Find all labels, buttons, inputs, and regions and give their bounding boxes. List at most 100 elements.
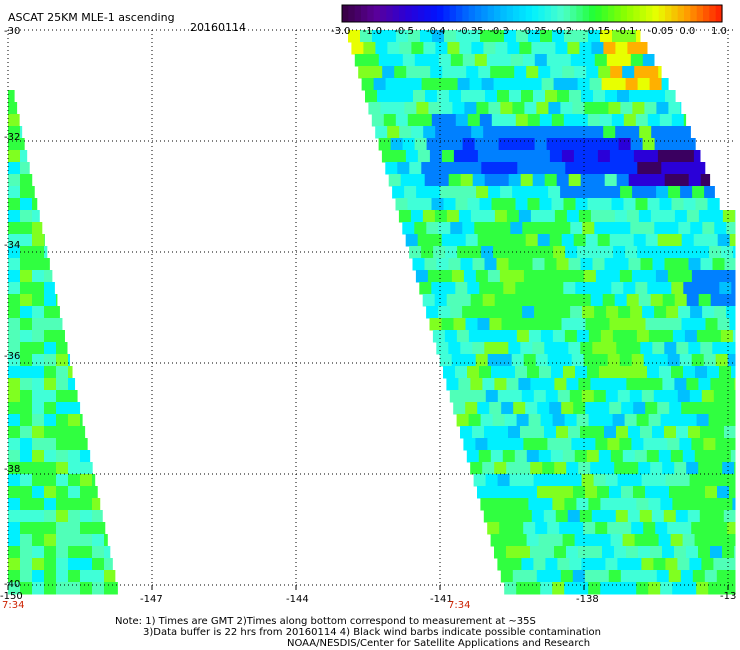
data-cell (722, 378, 735, 391)
data-cell (573, 150, 587, 163)
data-cell (68, 498, 81, 511)
data-cell (44, 426, 57, 439)
data-cell (583, 354, 597, 367)
data-cell (639, 126, 652, 139)
data-cell (406, 66, 419, 79)
data-cell (600, 30, 613, 43)
data-cell (474, 306, 487, 319)
data-cell (633, 150, 647, 163)
data-cell (561, 150, 575, 163)
data-cell (705, 234, 719, 247)
data-cell (453, 402, 466, 415)
data-cell (659, 282, 672, 295)
data-cell (734, 294, 736, 307)
data-cell (458, 378, 471, 391)
data-cell (474, 222, 487, 235)
data-cell (493, 78, 507, 91)
data-cell (654, 306, 667, 319)
data-cell (586, 534, 600, 547)
data-cell (439, 354, 453, 367)
data-cell (390, 54, 404, 67)
data-cell (551, 366, 564, 379)
data-cell (409, 162, 422, 175)
data-cell (8, 282, 21, 295)
data-cell (597, 318, 610, 331)
data-cell (601, 78, 615, 91)
data-cell (8, 486, 21, 499)
data-cell (569, 90, 582, 103)
data-cell (554, 210, 568, 223)
data-cell (68, 354, 71, 367)
data-cell (540, 582, 553, 595)
data-cell (375, 126, 388, 139)
data-cell (626, 210, 640, 223)
data-cell (670, 450, 684, 463)
data-cell (377, 90, 390, 103)
data-cell (508, 258, 521, 271)
data-cell (80, 522, 93, 535)
data-cell (433, 246, 446, 259)
chart-date: 20160114 (190, 21, 246, 34)
data-cell (587, 114, 601, 127)
data-cell (708, 498, 721, 511)
data-cell (683, 282, 696, 295)
data-cell (665, 558, 678, 571)
data-cell (482, 378, 495, 391)
data-cell (622, 450, 636, 463)
data-cell (655, 438, 668, 451)
data-cell (360, 30, 373, 43)
data-cell (549, 402, 562, 415)
data-cell (501, 486, 514, 499)
grid-lines (7, 29, 735, 590)
data-cell (667, 270, 681, 283)
data-cell (724, 426, 736, 439)
data-cell (8, 102, 18, 115)
data-cell (389, 90, 402, 103)
data-cell (534, 222, 547, 235)
data-cell (513, 150, 527, 163)
data-cell (80, 438, 88, 451)
data-cell (506, 378, 519, 391)
colorbar-label: 1.0 (711, 26, 727, 37)
data-cell (557, 390, 571, 403)
data-cell (479, 114, 493, 127)
data-cell (446, 210, 460, 223)
colorbar-label: -0.15 (584, 26, 611, 37)
data-cell (622, 66, 635, 79)
data-cell (489, 486, 502, 499)
data-cell (691, 354, 705, 367)
data-cell (434, 294, 448, 307)
data-cell (80, 498, 93, 511)
data-cell (44, 582, 57, 595)
data-cell (516, 582, 529, 595)
data-cell (483, 126, 496, 139)
data-cell (20, 414, 33, 427)
data-cell (358, 66, 371, 79)
data-cell (553, 78, 567, 91)
data-cell (455, 282, 468, 295)
data-cell (433, 78, 447, 91)
data-cell (585, 150, 599, 163)
data-cell (677, 558, 690, 571)
data-cell (651, 126, 664, 139)
data-cell (463, 270, 477, 283)
data-cell (413, 90, 426, 103)
data-cell (596, 570, 610, 583)
data-cell (570, 54, 584, 67)
data-cell (513, 318, 526, 331)
data-cell (664, 342, 677, 355)
data-cell (580, 342, 593, 355)
data-cell (654, 138, 668, 151)
data-cell (703, 522, 716, 535)
data-cell (20, 186, 33, 199)
data-cell (629, 90, 642, 103)
data-cell (597, 150, 611, 163)
data-cell (684, 582, 697, 595)
data-cell (593, 90, 606, 103)
data-cell (617, 558, 630, 571)
data-cell (390, 138, 404, 151)
data-cell (614, 462, 627, 475)
data-cell (611, 282, 624, 295)
data-cell (451, 354, 465, 367)
data-cell (665, 390, 679, 403)
